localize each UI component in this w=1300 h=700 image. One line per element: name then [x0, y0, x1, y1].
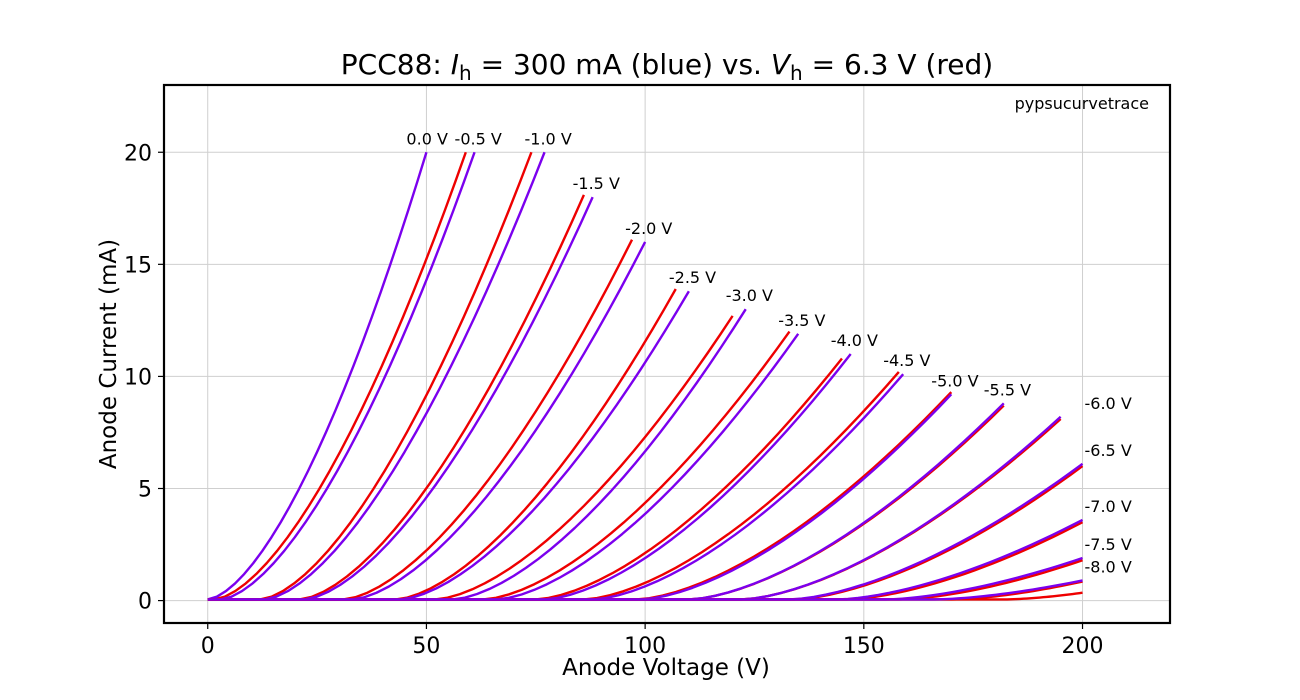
blue-curve	[207, 579, 1083, 601]
grid-voltage-label: -4.0 V	[831, 331, 878, 350]
x-tick-label: 100	[624, 634, 666, 659]
grid-voltage-label: -3.0 V	[726, 286, 773, 305]
red-curve	[207, 391, 953, 601]
grid-voltage-label: -2.0 V	[625, 219, 672, 238]
y-tick-label: 15	[124, 253, 152, 278]
grid-voltage-label: -5.0 V	[931, 371, 978, 390]
blue-curve	[207, 518, 1084, 601]
curve-labels: 0.0 V -0.5 V -1.0 V -1.5 V -2.0 V -2.5 V -3.0 …	[406, 129, 1131, 576]
plot-frame	[162, 83, 1172, 625]
blue-curve	[207, 151, 546, 601]
red-curve	[207, 194, 585, 601]
y-tick-label: 20	[124, 141, 152, 166]
title-prefix: PCC88:	[341, 48, 451, 81]
blue-curve	[207, 393, 953, 601]
grid-voltage-label: -7.5 V	[1085, 535, 1132, 554]
grid-voltage-label: -3.5 V	[778, 311, 825, 330]
red-curve	[207, 239, 634, 601]
red-curve	[207, 288, 677, 601]
red-curve	[207, 418, 1062, 601]
grid-voltage-label: -4.5 V	[883, 351, 930, 370]
blue-curve	[207, 462, 1084, 601]
blue-curve	[207, 402, 1005, 601]
red-curve	[207, 357, 843, 601]
chart-title: PCC88: Ih = 300 mA (blue) vs. Vh = 6.3 V…	[341, 48, 993, 85]
grid-voltage-label: -8.0 V	[1085, 557, 1132, 576]
blue-curve	[207, 373, 905, 601]
y-axis-label: Anode Current (mA)	[96, 239, 122, 469]
pypsucurvetrace-annotation: pypsucurvetrace	[1015, 94, 1149, 113]
blue-curve	[207, 151, 428, 601]
y-tick-label: 5	[138, 478, 152, 503]
y-tick-label: 10	[124, 365, 152, 390]
y-tick-label: 0	[138, 590, 152, 615]
blue-curve	[207, 308, 747, 601]
red-curve	[207, 371, 900, 601]
grid-voltage-label: -5.5 V	[984, 380, 1031, 399]
x-tick-label: 150	[843, 634, 885, 659]
red-curve	[207, 151, 533, 601]
red-curve	[207, 330, 791, 601]
title-sub2: h	[790, 61, 803, 85]
x-tick-label: 0	[201, 634, 215, 659]
title-mid: = 300 mA (blue) vs.	[472, 48, 771, 81]
grid-voltage-label: -0.5 V	[455, 129, 502, 148]
blue-curve	[207, 151, 476, 601]
curves	[207, 151, 1084, 601]
grid-voltage-label: -6.0 V	[1085, 394, 1132, 413]
red-curve	[207, 315, 734, 601]
title-sub1: h	[459, 61, 472, 85]
blue-curve	[207, 415, 1062, 601]
blue-curve	[207, 333, 800, 601]
red-curve	[207, 591, 1083, 601]
blue-curve	[207, 353, 852, 601]
blue-curve	[207, 196, 594, 601]
title-var1: I	[451, 48, 459, 81]
grid-voltage-label: -2.5 V	[669, 268, 716, 287]
grid-voltage-label: 0.0 V	[406, 129, 448, 148]
blue-curve	[207, 290, 690, 601]
x-axis-label: Anode Voltage (V)	[562, 655, 770, 681]
x-tick-label: 200	[1062, 634, 1104, 659]
axis-ticks: 0 50 100 150 200 0 5 10 15 20	[124, 141, 1104, 659]
red-curve	[207, 151, 467, 601]
grid-voltage-label: -1.5 V	[573, 174, 620, 193]
title-suffix: = 6.3 V (red)	[803, 48, 994, 81]
grid-voltage-label: -7.0 V	[1085, 497, 1132, 516]
grid-voltage-label: -1.0 V	[525, 129, 572, 148]
title-var2: V	[771, 48, 792, 81]
blue-curve	[207, 241, 647, 601]
red-curve	[207, 404, 1005, 601]
grid-voltage-label: -6.5 V	[1085, 441, 1132, 460]
x-tick-label: 50	[412, 634, 440, 659]
